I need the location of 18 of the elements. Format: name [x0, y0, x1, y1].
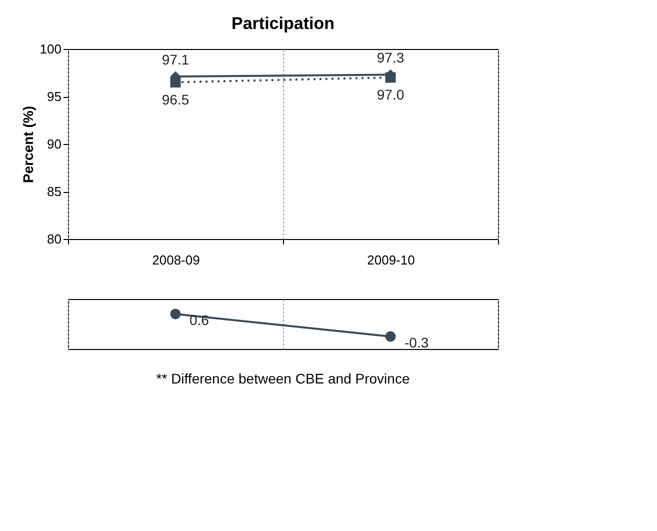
x-tick-label: 2008-09 [152, 252, 200, 268]
data-label: 0.6 [190, 312, 210, 328]
y-tick-label: 85 [47, 184, 62, 199]
chart-title: Participation [232, 14, 334, 33]
point [170, 77, 181, 88]
x-tick-label: 2009-10 [367, 252, 415, 268]
y-axis-title: Percent (%) [20, 106, 36, 184]
text: ** Difference between CBE and Province [156, 370, 410, 386]
data-label: 96.5 [162, 91, 190, 108]
y-tick-label: 80 [47, 232, 62, 246]
y-tick-label: 100 [40, 42, 62, 56]
data-label: 97.1 [162, 52, 190, 68]
data-label: -0.3 [404, 334, 429, 350]
y-tick-label: 95 [47, 89, 62, 104]
y-tick-label: 90 [47, 136, 62, 152]
data-label: 97.3 [376, 50, 404, 66]
point [385, 72, 396, 83]
data-label: 97.0 [376, 86, 404, 102]
